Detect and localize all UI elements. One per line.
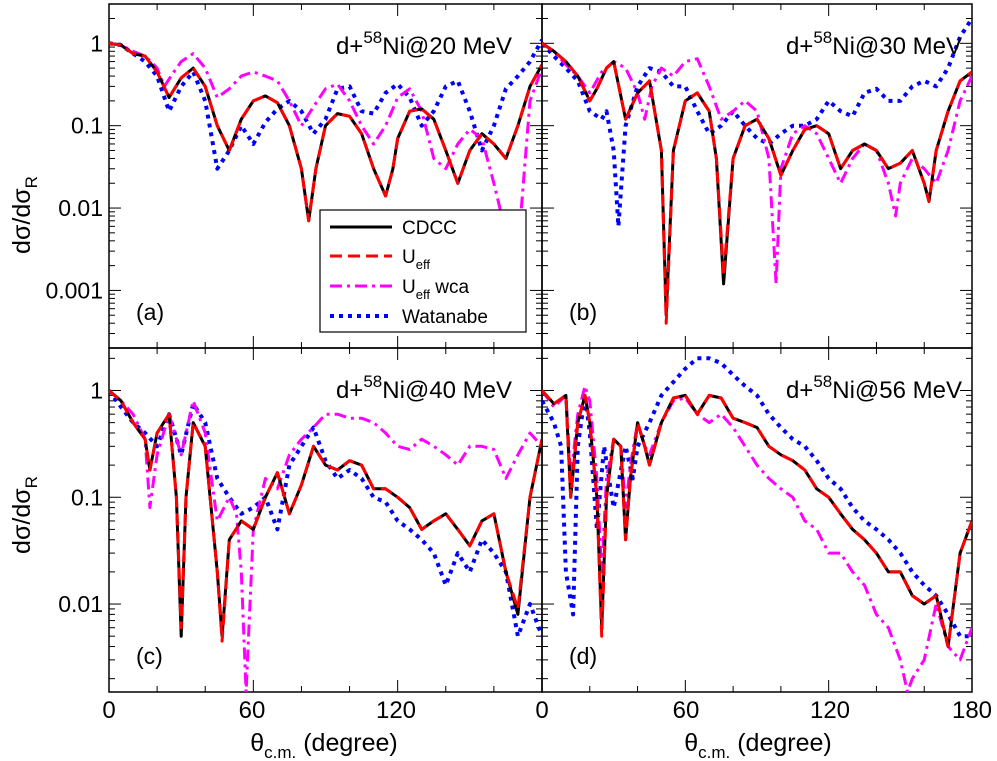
legend-box [319, 209, 527, 333]
y-tick-label: 0.01 [58, 591, 103, 617]
x-tick-label: 60 [239, 697, 266, 724]
y-axis-label-bottom: dσ/dσR [8, 476, 41, 554]
series-line-ueff-wca [542, 42, 972, 286]
y-tick-label: 0.1 [71, 113, 103, 139]
x-tick-label: 0 [535, 697, 548, 724]
legend-label-watanabe: Watanabe [402, 307, 488, 328]
panel-frame [541, 347, 973, 693]
y-tick-label: 1 [90, 377, 103, 403]
x-axis-label-right: θc.m. (degree) [684, 729, 831, 761]
y-axis-label-top: dσ/dσR [8, 176, 41, 254]
panel-title: d+58Ni@20 MeV [336, 28, 512, 60]
series-line-ueff [109, 41, 542, 223]
y-axis-labels: dσ/dσR dσ/dσR [8, 176, 41, 554]
series-line-cdcc [542, 42, 972, 317]
series-line-ueff-wca [109, 389, 542, 692]
legend-label-ueff-wca: Ueff wca [402, 277, 469, 302]
y-tick-label: 0.001 [45, 277, 103, 303]
y-tick-label: 0.1 [71, 484, 103, 510]
legend: CDCC Ueff Ueff wca Watanabe [319, 209, 527, 333]
series-line-ueff [109, 389, 542, 643]
series-line-ueff-wca [109, 41, 542, 253]
y-ticks [108, 348, 543, 692]
series-group [109, 389, 542, 692]
x-tick-labels: 0 60 120 0 60 120 180 [102, 697, 992, 724]
panel-title: d+58Ni@30 MeV [786, 28, 962, 60]
series-line-ueff [542, 389, 972, 648]
panel-label: (a) [136, 299, 164, 325]
panel-title: d+58Ni@56 MeV [786, 372, 962, 404]
panel-label: (c) [136, 643, 163, 669]
panel-a: 1 0.1 0.01 0.001 d+58Ni@20 MeV (a) [45, 3, 543, 349]
legend-label-cdcc: CDCC [402, 218, 457, 239]
series-group [542, 356, 972, 692]
series-group [109, 38, 542, 253]
x-tick-label: 180 [952, 697, 992, 724]
panel-label: (b) [569, 299, 597, 325]
x-tick-label: 120 [376, 697, 416, 724]
series-line-watanabe [542, 356, 972, 639]
panel-title: d+58Ni@40 MeV [336, 372, 512, 404]
panels: 1 0.1 0.01 0.001 d+58Ni@20 MeV (a) d+58Ni@30 M… [45, 3, 973, 693]
x-axis-label-left: θc.m. (degree) [250, 729, 397, 761]
series-line-ueff [542, 42, 972, 325]
series-line-cdcc [109, 389, 542, 638]
x-tick-label: 60 [673, 697, 700, 724]
y-ticks [108, 3, 543, 349]
series-group [542, 17, 972, 325]
x-tick-label: 120 [810, 697, 850, 724]
panel-c: 1 0.1 0.01 d+58Ni@40 MeV (c) [58, 347, 543, 693]
legend-label-ueff: Ueff [402, 247, 430, 272]
y-tick-label: 1 [90, 30, 103, 56]
x-axis-labels: θc.m. (degree) θc.m. (degree) [250, 729, 831, 761]
x-tick-label: 0 [102, 697, 115, 724]
series-line-watanabe [109, 38, 542, 171]
series-line-watanabe [109, 389, 542, 639]
y-tick-label: 0.01 [58, 195, 103, 221]
panel-label: (d) [569, 643, 597, 669]
panel-d: d+58Ni@56 MeV (d) [541, 347, 973, 693]
panel-b: d+58Ni@30 MeV (b) [541, 3, 973, 349]
